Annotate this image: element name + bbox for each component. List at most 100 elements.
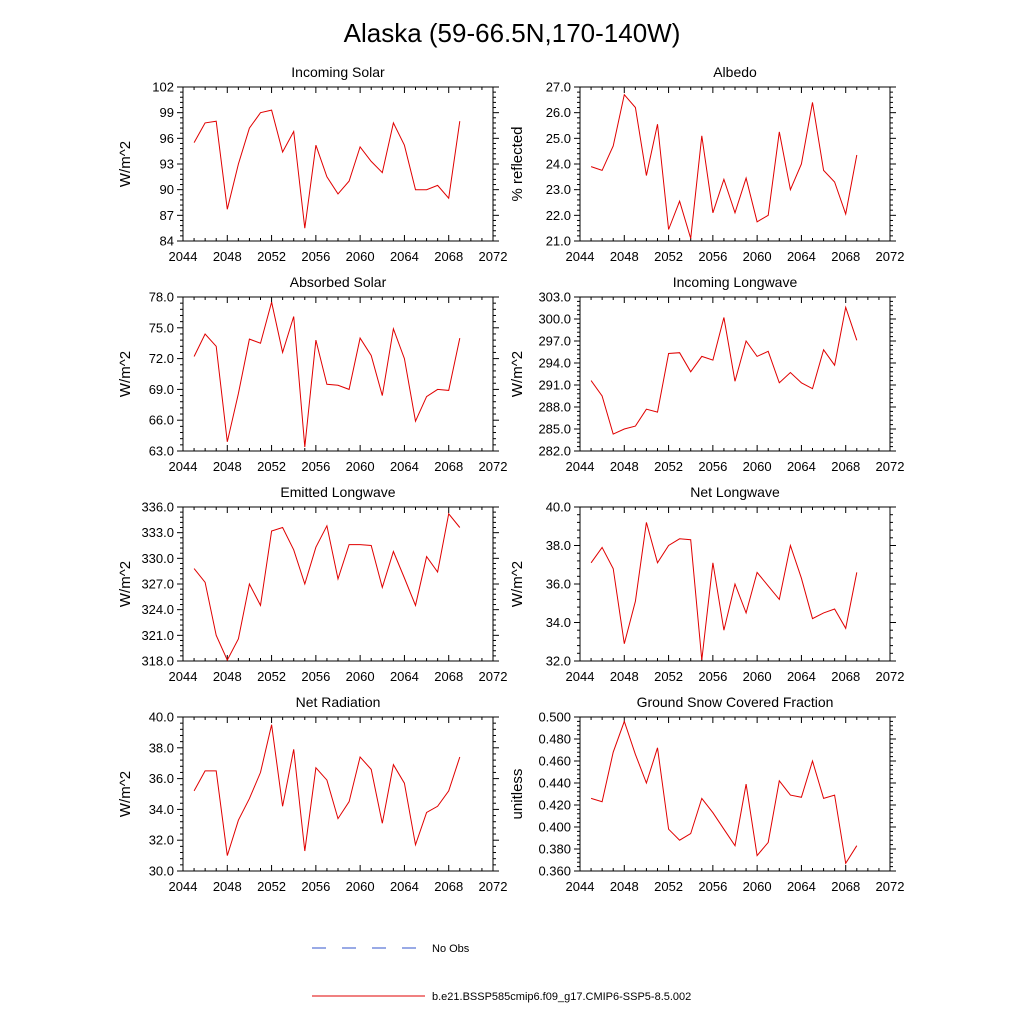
x-tick-label: 2072	[876, 249, 905, 264]
x-tick-label: 2056	[698, 249, 727, 264]
plot-frame	[182, 506, 494, 662]
y-tick-label: 0.400	[538, 820, 571, 835]
y-tick-label: 318.0	[141, 654, 174, 669]
x-tick-label: 2044	[566, 249, 595, 264]
x-tick-label: 2064	[390, 879, 419, 894]
legend-model-label: b.e21.BSSP585cmip6.f09_g17.CMIP6-SSP5-8.…	[432, 991, 691, 1003]
x-tick-label: 2072	[479, 879, 508, 894]
plot-frame	[182, 296, 494, 452]
x-tick-label: 2060	[346, 879, 375, 894]
y-tick-label: 27.0	[546, 80, 571, 95]
x-tick-label: 2052	[257, 459, 286, 474]
panel-ground-snow-covered-fraction: Ground Snow Covered Fraction 2044 2048 2052…	[509, 694, 904, 894]
y-tick-label: 38.0	[149, 740, 174, 755]
y-tick-label: 0.460	[538, 754, 571, 769]
y-tick-label: 0.420	[538, 798, 571, 813]
x-tick-label: 2044	[169, 249, 198, 264]
x-tick-label: 2064	[787, 669, 816, 684]
y-tick-label: 69.0	[149, 382, 174, 397]
y-tick-label: 0.480	[538, 732, 571, 747]
y-tick-label: 330.0	[141, 551, 174, 566]
y-tick-label: 87	[160, 208, 174, 223]
x-tick-label: 2044	[169, 669, 198, 684]
y-axis-label: W/m^2	[509, 561, 526, 607]
x-tick-label: 2056	[301, 459, 330, 474]
y-tick-label: 294.0	[538, 356, 571, 371]
x-tick-label: 2064	[787, 879, 816, 894]
y-tick-label: 336.0	[141, 500, 174, 515]
series-line-model	[590, 522, 858, 661]
x-tick-label: 2056	[698, 459, 727, 474]
legend: No Obs b.e21.BSSP585cmip6.f09_g17.CMIP6-…	[312, 943, 691, 1003]
x-tick-label: 2072	[479, 459, 508, 474]
y-axis-label: W/m^2	[117, 771, 134, 817]
panel-title: Emitted Longwave	[280, 484, 395, 500]
panel-incoming-solar: Incoming Solar 2044 2048 2052 2056 2060 2064 20…	[117, 64, 507, 264]
x-tick-label: 2048	[213, 249, 242, 264]
x-tick-label: 2044	[169, 459, 198, 474]
x-tick-label: 2068	[434, 249, 463, 264]
x-tick-label: 2060	[743, 249, 772, 264]
x-tick-label: 2060	[743, 459, 772, 474]
x-tick-label: 2056	[301, 249, 330, 264]
x-tick-label: 2072	[876, 669, 905, 684]
x-tick-label: 2068	[434, 459, 463, 474]
x-tick-label: 2064	[390, 459, 419, 474]
x-tick-label: 2068	[831, 879, 860, 894]
panel-title: Net Radiation	[296, 694, 381, 710]
y-tick-label: 78.0	[149, 290, 174, 305]
panel-title: Albedo	[713, 64, 757, 80]
x-tick-label: 2044	[169, 879, 198, 894]
x-tick-label: 2060	[346, 459, 375, 474]
x-tick-label: 2068	[831, 669, 860, 684]
panels: Incoming Solar 2044 2048 2052 2056 2060 2064 20…	[117, 64, 904, 894]
y-axis-label: W/m^2	[509, 351, 526, 397]
x-tick-label: 2044	[566, 879, 595, 894]
y-tick-label: 300.0	[538, 312, 571, 327]
x-tick-label: 2056	[698, 879, 727, 894]
y-axis-label: unitless	[509, 769, 526, 820]
y-tick-label: 36.0	[149, 771, 174, 786]
plot-frame	[182, 86, 494, 242]
panel-title: Incoming Longwave	[673, 274, 798, 290]
y-tick-label: 34.0	[149, 802, 174, 817]
x-tick-label: 2052	[654, 249, 683, 264]
panel-albedo: Albedo 2044 2048 2052 2056 2060 2064 2068 2072 21…	[509, 64, 904, 264]
x-tick-label: 2068	[831, 459, 860, 474]
panel-incoming-longwave: Incoming Longwave 2044 2048 2052 2056 2060 206…	[509, 274, 904, 474]
y-tick-label: 40.0	[546, 500, 571, 515]
x-tick-label: 2064	[787, 249, 816, 264]
y-tick-label: 288.0	[538, 400, 571, 415]
y-tick-label: 84	[160, 234, 174, 249]
x-tick-label: 2044	[566, 669, 595, 684]
y-tick-label: 36.0	[546, 577, 571, 592]
x-tick-label: 2072	[876, 459, 905, 474]
x-tick-label: 2056	[301, 669, 330, 684]
y-tick-label: 0.360	[538, 864, 571, 879]
y-tick-label: 30.0	[149, 864, 174, 879]
x-tick-label: 2052	[654, 879, 683, 894]
figure-title: Alaska (59-66.5N,170-140W)	[344, 18, 681, 48]
panel-title: Absorbed Solar	[290, 274, 387, 290]
y-tick-label: 90	[160, 182, 174, 197]
y-axis-label: % reflected	[509, 126, 526, 201]
y-tick-label: 102	[152, 80, 174, 95]
y-tick-label: 22.0	[546, 208, 571, 223]
series-line-model	[590, 719, 858, 865]
panel-title: Incoming Solar	[291, 64, 385, 80]
y-axis-label: W/m^2	[117, 351, 134, 397]
x-tick-label: 2064	[787, 459, 816, 474]
x-tick-label: 2048	[213, 879, 242, 894]
x-tick-label: 2048	[610, 669, 639, 684]
y-tick-label: 32.0	[149, 833, 174, 848]
y-tick-label: 32.0	[546, 654, 571, 669]
y-tick-label: 66.0	[149, 413, 174, 428]
panel-absorbed-solar: Absorbed Solar 2044 2048 2052 2056 2060 2064 20…	[117, 274, 507, 474]
y-tick-label: 24.0	[546, 157, 571, 172]
x-tick-label: 2052	[654, 669, 683, 684]
panel-title: Ground Snow Covered Fraction	[637, 694, 834, 710]
x-tick-label: 2052	[654, 459, 683, 474]
y-tick-label: 40.0	[149, 710, 174, 725]
y-tick-label: 327.0	[141, 577, 174, 592]
